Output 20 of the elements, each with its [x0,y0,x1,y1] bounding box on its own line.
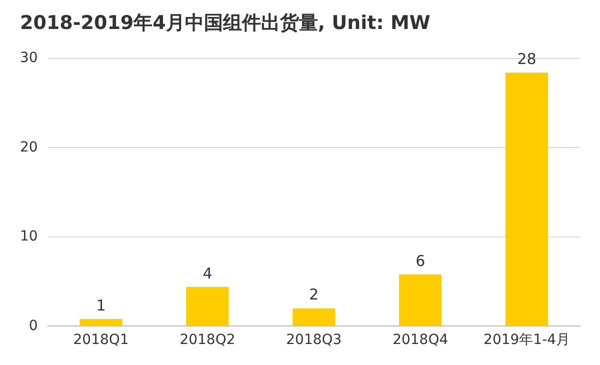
bar [80,319,122,326]
x-tick-label: 2018Q3 [286,332,342,348]
bar [292,308,336,326]
data-label: 1 [96,296,106,314]
data-label: 28 [517,50,536,68]
y-tick-label: 10 [20,228,38,245]
chart-title: 2018-2019年4月中国组件出货量, Unit: MW [20,11,430,36]
data-label: 6 [416,252,426,270]
bar [399,274,442,326]
bar [186,286,229,326]
x-tick-label: 2018Q2 [180,332,236,348]
y-tick-label: 20 [20,139,38,156]
bar [505,72,548,326]
y-tick-label: 30 [20,50,38,66]
data-label: 2 [309,286,319,304]
x-tick-label: 2019年1-4月 [484,332,570,348]
data-label: 4 [202,264,212,282]
y-tick-label: 0 [28,318,38,334]
x-tick-label: 2018Q1 [73,332,129,348]
x-tick-label: 2018Q4 [392,332,448,348]
